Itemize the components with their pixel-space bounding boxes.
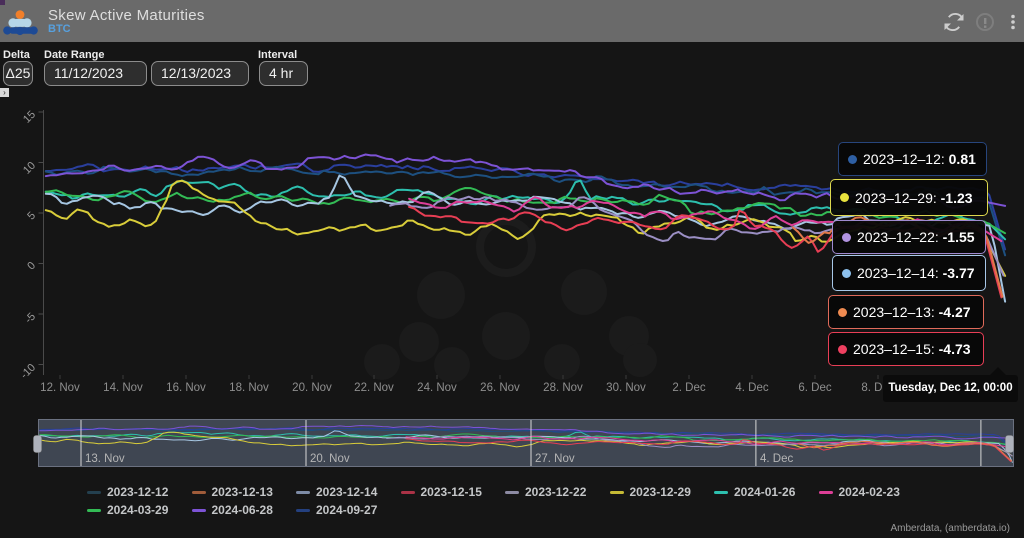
- svg-text:27. Nov: 27. Nov: [535, 453, 575, 465]
- svg-text:14. Nov: 14. Nov: [103, 382, 143, 394]
- svg-text:4. Dec: 4. Dec: [735, 382, 768, 394]
- svg-text:13. Nov: 13. Nov: [85, 453, 125, 465]
- svg-text:4. Dec: 4. Dec: [760, 453, 793, 465]
- svg-text:22. Nov: 22. Nov: [354, 382, 394, 394]
- svg-text:24. Nov: 24. Nov: [417, 382, 457, 394]
- svg-text:30. Nov: 30. Nov: [606, 382, 646, 394]
- svg-text:20. Nov: 20. Nov: [292, 382, 332, 394]
- svg-text:20. Nov: 20. Nov: [310, 453, 350, 465]
- svg-text:2. Dec: 2. Dec: [672, 382, 705, 394]
- svg-text:6. Dec: 6. Dec: [798, 382, 831, 394]
- svg-text:26. Nov: 26. Nov: [480, 382, 520, 394]
- svg-text:18. Nov: 18. Nov: [229, 382, 269, 394]
- svg-text:12. Nov: 12. Nov: [40, 382, 80, 394]
- svg-text:16. Nov: 16. Nov: [166, 382, 206, 394]
- svg-text:28. Nov: 28. Nov: [543, 382, 583, 394]
